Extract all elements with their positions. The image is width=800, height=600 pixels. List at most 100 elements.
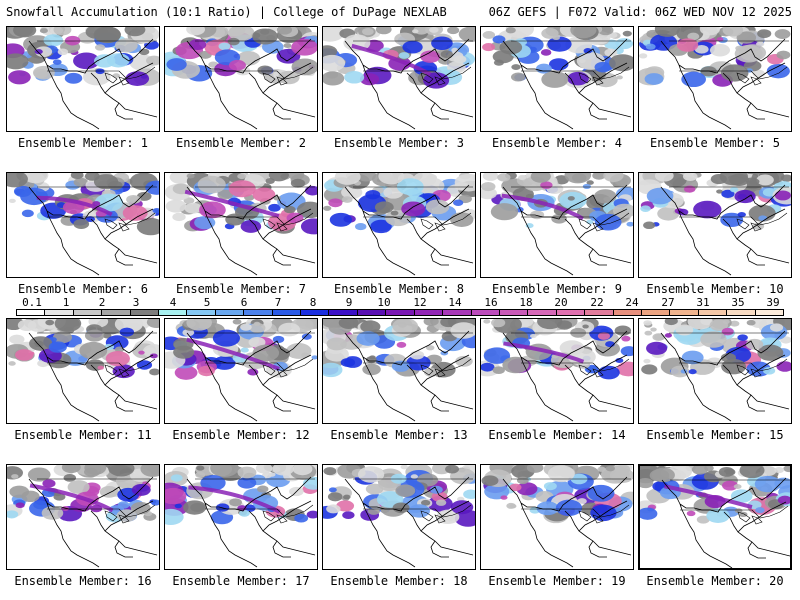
snowfall-contour [43, 34, 64, 47]
snowfall-contour [365, 189, 381, 200]
snowfall-contour [300, 218, 317, 235]
ensemble-member-map [164, 318, 318, 424]
ensemble-member-map [322, 318, 476, 424]
legend-color-cell [130, 310, 160, 315]
ensemble-member-label: Ensemble Member: 1 [17, 136, 149, 150]
snowfall-contour [39, 28, 48, 34]
us-canada-border [511, 332, 631, 372]
snowfall-contour [323, 362, 343, 378]
snowfall-contour [84, 329, 105, 342]
snowfall-contour [186, 173, 195, 179]
snowfall-contour [392, 319, 419, 335]
snowfall-contour [327, 492, 343, 502]
snowfall-contour [400, 465, 408, 470]
ensemble-member-label: Ensemble Member: 20 [646, 574, 784, 588]
snowfall-contour [644, 330, 653, 336]
snowfall-contour [445, 465, 460, 474]
snowfall-contour [165, 199, 187, 213]
snowfall-contour [152, 208, 159, 214]
ensemble-member-label: Ensemble Member: 19 [488, 574, 626, 588]
snowfall-contour [541, 71, 569, 88]
snowfall-contour [412, 29, 419, 34]
snowfall-contour [483, 319, 491, 324]
snowfall-contour [699, 27, 721, 36]
snowfall-contour [283, 205, 296, 214]
snowfall-contour [326, 504, 341, 514]
snowfall-field [165, 27, 317, 85]
snowfall-contour [592, 173, 606, 180]
snowfall-contour [11, 474, 19, 479]
snowfall-contour [252, 28, 278, 45]
snowfall-contour [237, 173, 247, 180]
snowfall-contour [105, 351, 130, 367]
snowfall-contour [146, 55, 159, 66]
snowfall-contour [291, 38, 317, 56]
us-canada-border [37, 40, 157, 80]
snowfall-contour [217, 189, 234, 200]
snowfall-contour [240, 323, 252, 331]
snowfall-contour [643, 358, 651, 364]
snowfall-contour [693, 200, 722, 219]
snowfall-contour [188, 39, 207, 50]
legend-label: 20 [554, 296, 568, 309]
snowfall-contour [294, 513, 309, 523]
snowfall-contour [737, 334, 748, 341]
snowfall-contour [597, 365, 620, 380]
legend-color-cell [244, 310, 273, 315]
snowfall-contour [615, 358, 624, 364]
snowfall-contour [774, 29, 791, 39]
snowfall-contour [729, 187, 739, 193]
snowfall-map [7, 319, 159, 422]
snowfall-contour [35, 46, 53, 58]
snowfall-contour [252, 187, 276, 202]
snowfall-contour [228, 27, 255, 42]
snowfall-contour [249, 322, 266, 333]
snowfall-contour [736, 31, 757, 44]
snowfall-contour [99, 485, 119, 498]
snowfall-contour [482, 31, 496, 39]
snowfall-contour [342, 511, 355, 520]
legend-color-cell [670, 310, 699, 315]
snowfall-contour [228, 180, 256, 198]
snowfall-contour [597, 332, 611, 340]
coastline [502, 38, 632, 130]
model-run-info: 06Z GEFS | F072 Valid: 06Z WED NOV 12 20… [488, 5, 792, 19]
coastline [28, 184, 158, 276]
legend-color-cell [414, 310, 444, 315]
snowfall-contour [15, 349, 34, 361]
snowfall-contour [277, 70, 300, 85]
snowfall-contour [734, 189, 756, 204]
coastline [660, 330, 790, 422]
snowfall-contour [783, 466, 790, 473]
snowfall-contour [272, 335, 285, 343]
snowfall-contour [27, 467, 51, 482]
legend-color-cell [755, 310, 783, 315]
legend-label: 9 [345, 296, 353, 309]
snowfall-contour [463, 489, 475, 500]
snowfall-contour [719, 173, 748, 186]
snowfall-contour [559, 191, 587, 210]
snowfall-contour [186, 319, 212, 331]
snowfall-contour [73, 177, 89, 187]
snowfall-contour [776, 50, 791, 60]
legend-label: 10 [377, 296, 391, 309]
snowfall-contour [360, 320, 381, 334]
ensemble-member-map [480, 464, 634, 570]
snowfall-contour [198, 365, 215, 377]
snowfall-contour [490, 203, 519, 221]
legend-label: 24 [625, 296, 639, 309]
snowfall-contour [341, 196, 353, 203]
snowfall-contour [730, 489, 753, 503]
great-lakes [262, 364, 288, 378]
snowfall-contour [64, 72, 83, 84]
snowfall-contour [429, 27, 439, 33]
ensemble-member-label: Ensemble Member: 3 [333, 136, 465, 150]
legend-label: 5 [203, 296, 211, 309]
heavy-snow-band [184, 189, 280, 218]
snowfall-contour [536, 501, 559, 516]
snowfall-contour [590, 504, 617, 522]
snowfall-contour [649, 469, 670, 482]
snowfall-map [481, 173, 633, 276]
snowfall-contour [228, 59, 246, 71]
ensemble-member-map [638, 172, 792, 278]
